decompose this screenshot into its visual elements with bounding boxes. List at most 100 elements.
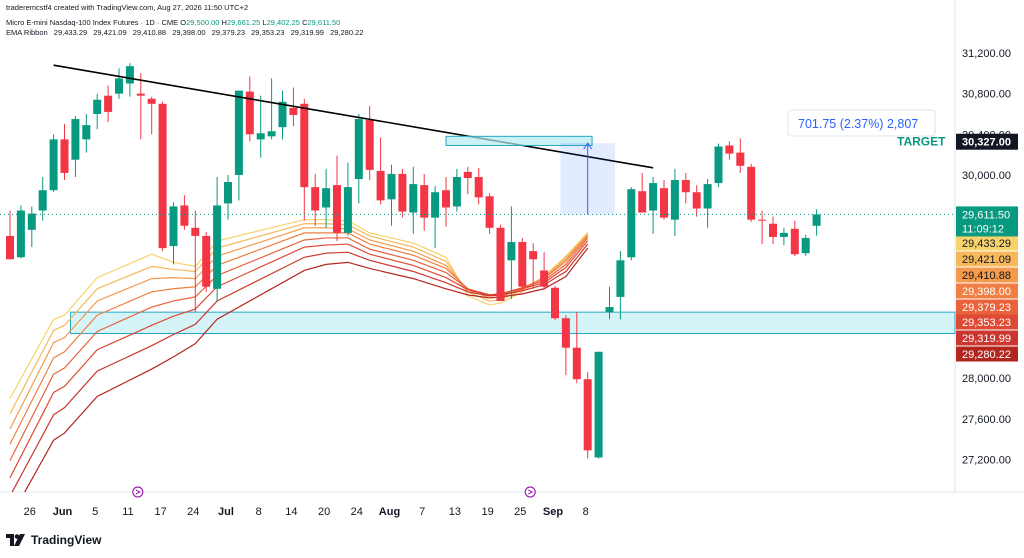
candle-body[interactable] [561, 318, 570, 348]
candle-body[interactable] [93, 99, 102, 114]
candle-body[interactable] [714, 146, 723, 184]
candle-body[interactable] [213, 205, 222, 289]
candle-body[interactable] [605, 307, 614, 313]
candle-body[interactable] [343, 187, 352, 233]
target-zone[interactable] [445, 135, 593, 146]
candle-body[interactable] [256, 133, 265, 140]
candle-body[interactable] [649, 183, 658, 211]
candle-body[interactable] [496, 227, 505, 301]
candle-body[interactable] [60, 139, 69, 173]
ribbon-axis-value: 29,421.09 [962, 254, 1011, 266]
candle-body[interactable] [387, 173, 396, 200]
candle-body[interactable] [125, 66, 134, 84]
candle-body[interactable] [16, 210, 25, 258]
candle-body[interactable] [736, 152, 745, 166]
price-tick-label: 27,600.00 [962, 414, 1011, 426]
candle-body[interactable] [507, 242, 516, 261]
candle-body[interactable] [158, 103, 167, 249]
candle-body[interactable] [289, 107, 298, 115]
candle-body[interactable] [452, 176, 461, 207]
candle-body[interactable] [354, 119, 363, 180]
candle-body[interactable] [333, 185, 341, 233]
time-tick-label: 24 [187, 506, 199, 518]
candle-body[interactable] [38, 190, 47, 211]
ribbon-legend[interactable]: EMA Ribbon 29,433.29 29,421.09 29,410.88… [6, 28, 367, 37]
ribbon-axis-badge [956, 314, 1018, 330]
candle-body[interactable] [518, 242, 527, 287]
candle-body[interactable] [245, 91, 254, 135]
candle-body[interactable] [409, 184, 418, 213]
candle-body[interactable] [115, 78, 123, 94]
candle-body[interactable] [485, 196, 494, 228]
candle-body[interactable] [812, 214, 821, 226]
candle-body[interactable] [234, 90, 243, 175]
candle-body[interactable] [703, 184, 712, 209]
candle-body[interactable] [27, 213, 36, 230]
candle-body[interactable] [692, 192, 701, 209]
candle-body[interactable] [681, 180, 690, 193]
ribbon-value: 29,280.22 [330, 28, 364, 37]
current-price-value: 29,611.50 [962, 209, 1010, 221]
candle-body[interactable] [300, 103, 309, 188]
symbol-name[interactable]: Micro E-mini Nasdaq-100 Index Futures · … [6, 18, 179, 27]
ribbon-axis-badge [956, 346, 1018, 362]
candle-body[interactable] [169, 206, 178, 247]
candle-body[interactable] [71, 119, 80, 160]
candle-body[interactable] [180, 205, 189, 226]
trendline[interactable] [53, 64, 654, 169]
candle-body[interactable] [638, 191, 647, 213]
candle-body[interactable] [267, 131, 276, 137]
candle-body[interactable] [278, 101, 287, 128]
dividend-icon-glyph [135, 489, 141, 495]
candle-body[interactable] [463, 171, 472, 178]
dividend-icon[interactable] [132, 486, 144, 498]
candle-body[interactable] [191, 227, 200, 236]
earnings-flash-icon[interactable] [524, 486, 536, 498]
candle-body[interactable] [790, 228, 799, 255]
candle-body[interactable] [82, 125, 91, 140]
candle-body[interactable] [49, 139, 58, 191]
ema-line [9, 240, 589, 479]
candle-body[interactable] [529, 251, 538, 260]
ohlc-close-label: C [302, 18, 308, 27]
candle-body[interactable] [202, 235, 211, 287]
candle-body[interactable] [583, 379, 592, 451]
candle-body[interactable] [311, 187, 320, 211]
candle-body[interactable] [572, 347, 581, 380]
measure-label-box [787, 109, 936, 137]
candle-body[interactable] [594, 351, 603, 458]
candle-body[interactable] [627, 189, 636, 258]
target-price-value: 30,327.00 [962, 137, 1011, 149]
candle-body[interactable] [431, 192, 440, 218]
price-tick-label: 31,200.00 [962, 48, 1011, 60]
candle-body[interactable] [670, 180, 679, 220]
candle-body[interactable] [747, 166, 756, 220]
candle-body[interactable] [779, 232, 788, 237]
ribbon-value: 29,353.23 [251, 28, 285, 37]
candle-body[interactable] [616, 260, 625, 297]
candle-body[interactable] [540, 270, 549, 287]
candle-body[interactable] [224, 182, 232, 204]
candle-body[interactable] [420, 185, 429, 218]
candle-body[interactable] [104, 95, 113, 112]
candle-body[interactable] [660, 188, 668, 218]
candle-body[interactable] [474, 176, 483, 198]
bar-countdown: 11:09:12 [962, 223, 1004, 235]
candle-body[interactable] [442, 190, 450, 208]
candle-body[interactable] [136, 93, 145, 96]
candle-body[interactable] [769, 223, 777, 237]
candle-body[interactable] [6, 235, 14, 260]
candle-body[interactable] [376, 170, 385, 201]
candle-body[interactable] [758, 219, 767, 221]
candle-body[interactable] [365, 120, 374, 170]
candle-body[interactable] [551, 287, 559, 319]
candle-body[interactable] [725, 145, 734, 154]
candle-body[interactable] [398, 173, 407, 212]
candle-body[interactable] [147, 98, 156, 104]
support-zone[interactable] [70, 311, 956, 334]
candle-body[interactable] [322, 188, 331, 208]
candle-body[interactable] [801, 237, 810, 254]
time-tick-label: 11 [122, 506, 133, 518]
